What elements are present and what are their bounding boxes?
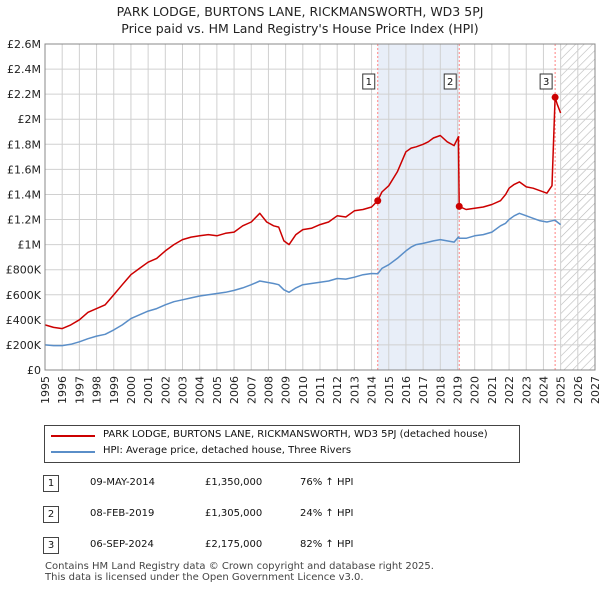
footer-copyright: Contains HM Land Registry data © Crown c… (45, 561, 434, 572)
x-tick-label: 2014 (366, 376, 379, 404)
transaction-marker-box (362, 73, 376, 90)
transaction-price: £1,350,000 (205, 477, 263, 488)
y-tick-label: £600K (6, 289, 42, 302)
transaction-price: £1,305,000 (205, 508, 263, 519)
y-tick-label: £800K (6, 264, 42, 277)
transaction-date: 06-SEP-2024 (90, 539, 154, 550)
footer-licence: This data is licensed under the Open Gov… (45, 572, 364, 583)
x-tick-label: 1996 (56, 376, 69, 404)
series-line-property (44, 96, 562, 330)
y-tick-label: £2.4M (7, 63, 41, 76)
x-tick-label: 2007 (245, 376, 258, 404)
y-tick-label: £400K (6, 314, 42, 327)
x-tick-label: 2016 (400, 376, 413, 404)
transaction-number-badge: 3 (43, 537, 59, 554)
x-tick-label: 2025 (555, 376, 568, 404)
transaction-hpi-delta: 82% ↑ HPI (300, 539, 354, 550)
transaction-number-badge: 1 (43, 475, 59, 492)
legend-swatch-property (51, 435, 95, 437)
y-tick-label: £200K (6, 339, 42, 352)
chart-subtitle: Price paid vs. HM Land Registry's House … (121, 21, 479, 36)
x-tick-label: 2024 (537, 376, 550, 404)
transaction-row: 2 08-FEB-2019 £1,305,000 24% ↑ HPI (0, 506, 600, 526)
x-tick-label: 2005 (211, 376, 224, 404)
plot-frame (44, 43, 596, 371)
x-tick-label: 2026 (572, 376, 585, 404)
legend-swatch-hpi (51, 451, 95, 453)
x-tick-label: 2012 (331, 376, 344, 404)
y-tick-label: £1.6M (7, 163, 41, 176)
y-tick-label: £1.8M (7, 138, 41, 151)
legend-label-hpi: HPI: Average price, detached house, Thre… (103, 445, 352, 456)
x-tick-label: 2001 (142, 376, 155, 404)
x-tick-label: 1997 (73, 376, 86, 404)
y-tick-label: £1.2M (7, 214, 41, 227)
transaction-point (374, 197, 382, 205)
x-tick-label: 2004 (194, 376, 207, 404)
transaction-date: 08-FEB-2019 (90, 508, 155, 519)
transaction-hpi-delta: 24% ↑ HPI (300, 508, 354, 519)
x-tick-label: 2008 (262, 376, 275, 404)
x-tick-label: 1999 (108, 376, 121, 404)
transaction-hpi-delta: 76% ↑ HPI (300, 477, 354, 488)
y-tick-label: £0 (27, 364, 41, 377)
x-tick-label: 1998 (91, 376, 104, 404)
x-tick-label: 2019 (452, 376, 465, 404)
transaction-point (455, 202, 463, 210)
transaction-point (551, 93, 559, 101)
x-tick-label: 2006 (228, 376, 241, 404)
x-tick-label: 2022 (503, 376, 516, 404)
y-tick-label: £1M (18, 239, 42, 252)
x-tick-label: 2000 (125, 376, 138, 404)
transaction-date: 09-MAY-2014 (90, 477, 156, 488)
x-tick-label: 2003 (177, 376, 190, 404)
y-tick-label: £2.2M (7, 88, 41, 101)
transaction-marker-label: 3 (543, 77, 549, 88)
transaction-marker-box (443, 73, 457, 90)
x-tick-label: 1995 (39, 376, 52, 404)
x-tick-label: 2015 (383, 376, 396, 404)
legend-label-property: PARK LODGE, BURTONS LANE, RICKMANSWORTH,… (103, 429, 488, 440)
transaction-row: 1 09-MAY-2014 £1,350,000 76% ↑ HPI (0, 475, 600, 495)
x-tick-label: 2013 (348, 376, 361, 404)
x-tick-label: 2011 (314, 376, 327, 404)
x-tick-label: 2002 (159, 376, 172, 404)
transaction-number-badge: 2 (43, 506, 59, 523)
chart-title: PARK LODGE, BURTONS LANE, RICKMANSWORTH,… (116, 4, 484, 19)
x-tick-label: 2018 (434, 376, 447, 404)
price-chart: 1 2 3 £0 £200K £400K £600K £800K £1M £1.2M £1.4M £1… (6, 38, 600, 404)
chart-legend: PARK LODGE, BURTONS LANE, RICKMANSWORTH,… (44, 425, 520, 463)
transaction-marker-label: 2 (447, 77, 453, 88)
x-tick-label: 2010 (297, 376, 310, 404)
transaction-marker-label: 1 (366, 77, 372, 88)
transaction-row: 3 06-SEP-2024 £2,175,000 82% ↑ HPI (0, 537, 600, 557)
x-tick-label: 2023 (520, 376, 533, 404)
shaded-ownership-region (377, 44, 460, 370)
transaction-marker-box (539, 73, 553, 90)
x-tick-label: 2009 (280, 376, 293, 404)
x-tick-label: 2021 (486, 376, 499, 404)
x-tick-label: 2027 (589, 376, 600, 404)
x-tick-label: 2020 (469, 376, 482, 404)
y-tick-label: £2.6M (7, 38, 41, 51)
y-tick-label: £1.4M (7, 188, 41, 201)
series-line-hpi (44, 212, 562, 347)
y-tick-label: £2M (18, 113, 42, 126)
transaction-price: £2,175,000 (205, 539, 263, 550)
x-tick-label: 2017 (417, 376, 430, 404)
